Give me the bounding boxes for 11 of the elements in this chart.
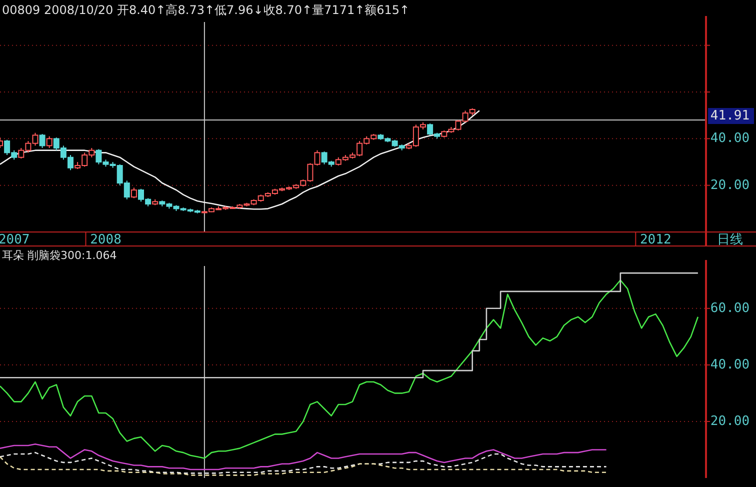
chart-title: 00809 2008/10/20 开8.40↑高8.73↑低7.96↓收8.70↑量7171↑额615↑ (2, 3, 410, 17)
x-tick-label: 2012 (640, 232, 672, 248)
x-tick-label: 2008 (90, 232, 122, 248)
y-tick-label: 40.00 (710, 131, 750, 146)
y-tick-label: 40.00 (710, 357, 750, 372)
text: 41.91 (710, 108, 750, 124)
chart-title: 耳朵 削脑袋300:1.064 (2, 249, 117, 262)
y-tick-label: 20.00 (710, 414, 750, 430)
y-tick-label: 60.00 (710, 300, 750, 316)
text: 日线 (717, 232, 743, 248)
y-tick-label: 20.00 (710, 178, 750, 193)
